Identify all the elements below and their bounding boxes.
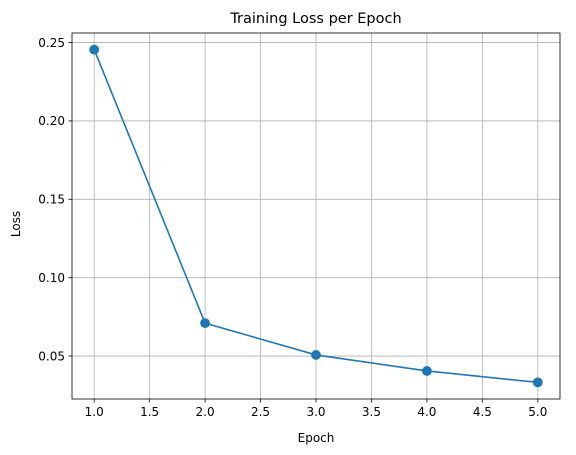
- x-tick-label: 2.0: [196, 405, 215, 419]
- series-layer: [89, 44, 543, 388]
- x-tick-label: 5.0: [528, 405, 547, 419]
- x-tick-label: 4.5: [473, 405, 492, 419]
- data-point: [422, 366, 432, 376]
- y-tick-label: 0.15: [38, 193, 65, 207]
- data-point: [200, 318, 210, 329]
- chart-title: Training Loss per Epoch: [229, 11, 401, 27]
- x-axis-label: Epoch: [298, 431, 335, 445]
- x-tick-label: 4.0: [417, 405, 436, 419]
- data-point: [89, 44, 100, 55]
- x-tick-label: 3.0: [306, 405, 325, 419]
- axis-ticks: 1.0 1.5 2.0 2.5 3.0 3.5 4.0 4.5 5.0 0.05 0.10 0.15 0…: [38, 36, 547, 419]
- data-point: [532, 377, 543, 388]
- axes-frame: [71, 32, 561, 400]
- y-tick-label: 0.20: [38, 114, 65, 128]
- y-tick-label: 0.25: [38, 36, 65, 50]
- data-point: [311, 350, 321, 360]
- x-tick-label: 1.5: [140, 405, 159, 419]
- y-tick-label: 0.10: [38, 271, 65, 285]
- x-tick-label: 2.5: [251, 405, 270, 419]
- x-tick-label: 3.5: [362, 405, 381, 419]
- y-axis-label: Loss: [9, 211, 23, 237]
- y-tick-label: 0.05: [38, 349, 65, 363]
- grid-lines: [72, 33, 560, 399]
- x-tick-label: 1.0: [85, 405, 104, 419]
